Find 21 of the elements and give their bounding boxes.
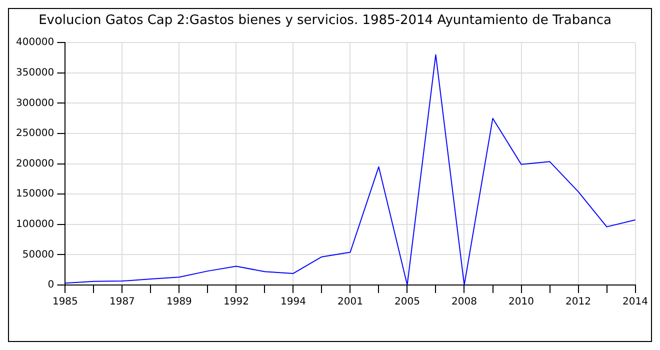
x-tick-label: 1992 xyxy=(223,296,249,308)
y-tick-label: 400000 xyxy=(16,37,54,48)
x-tick-label: 1989 xyxy=(166,296,192,308)
x-tick-label: 2012 xyxy=(566,296,591,308)
x-tick-label: 2005 xyxy=(394,296,420,308)
y-tick-label: 100000 xyxy=(16,218,54,230)
x-tick-label: 1987 xyxy=(109,296,135,308)
y-tick-label: 50000 xyxy=(22,249,54,260)
x-tick-label: 2008 xyxy=(452,296,477,308)
y-tick-label: 150000 xyxy=(16,188,54,200)
y-tick-label: 300000 xyxy=(16,98,54,109)
y-tick-label: 250000 xyxy=(16,128,54,140)
chart-title: Evolucion Gatos Cap 2:Gastos bienes y servicios. 1985-2014 Ayuntamiento de Trabanca xyxy=(38,13,612,28)
x-tick-label: 1994 xyxy=(280,296,306,308)
y-tick-label: 0 xyxy=(48,280,54,291)
x-tick-label: 2010 xyxy=(508,296,534,308)
y-tick-label: 200000 xyxy=(16,158,54,170)
y-tick-label: 350000 xyxy=(16,67,54,78)
x-tick-label: 2001 xyxy=(338,296,363,308)
x-tick-label: 2014 xyxy=(622,296,648,308)
x-tick-label: 1985 xyxy=(52,296,78,308)
